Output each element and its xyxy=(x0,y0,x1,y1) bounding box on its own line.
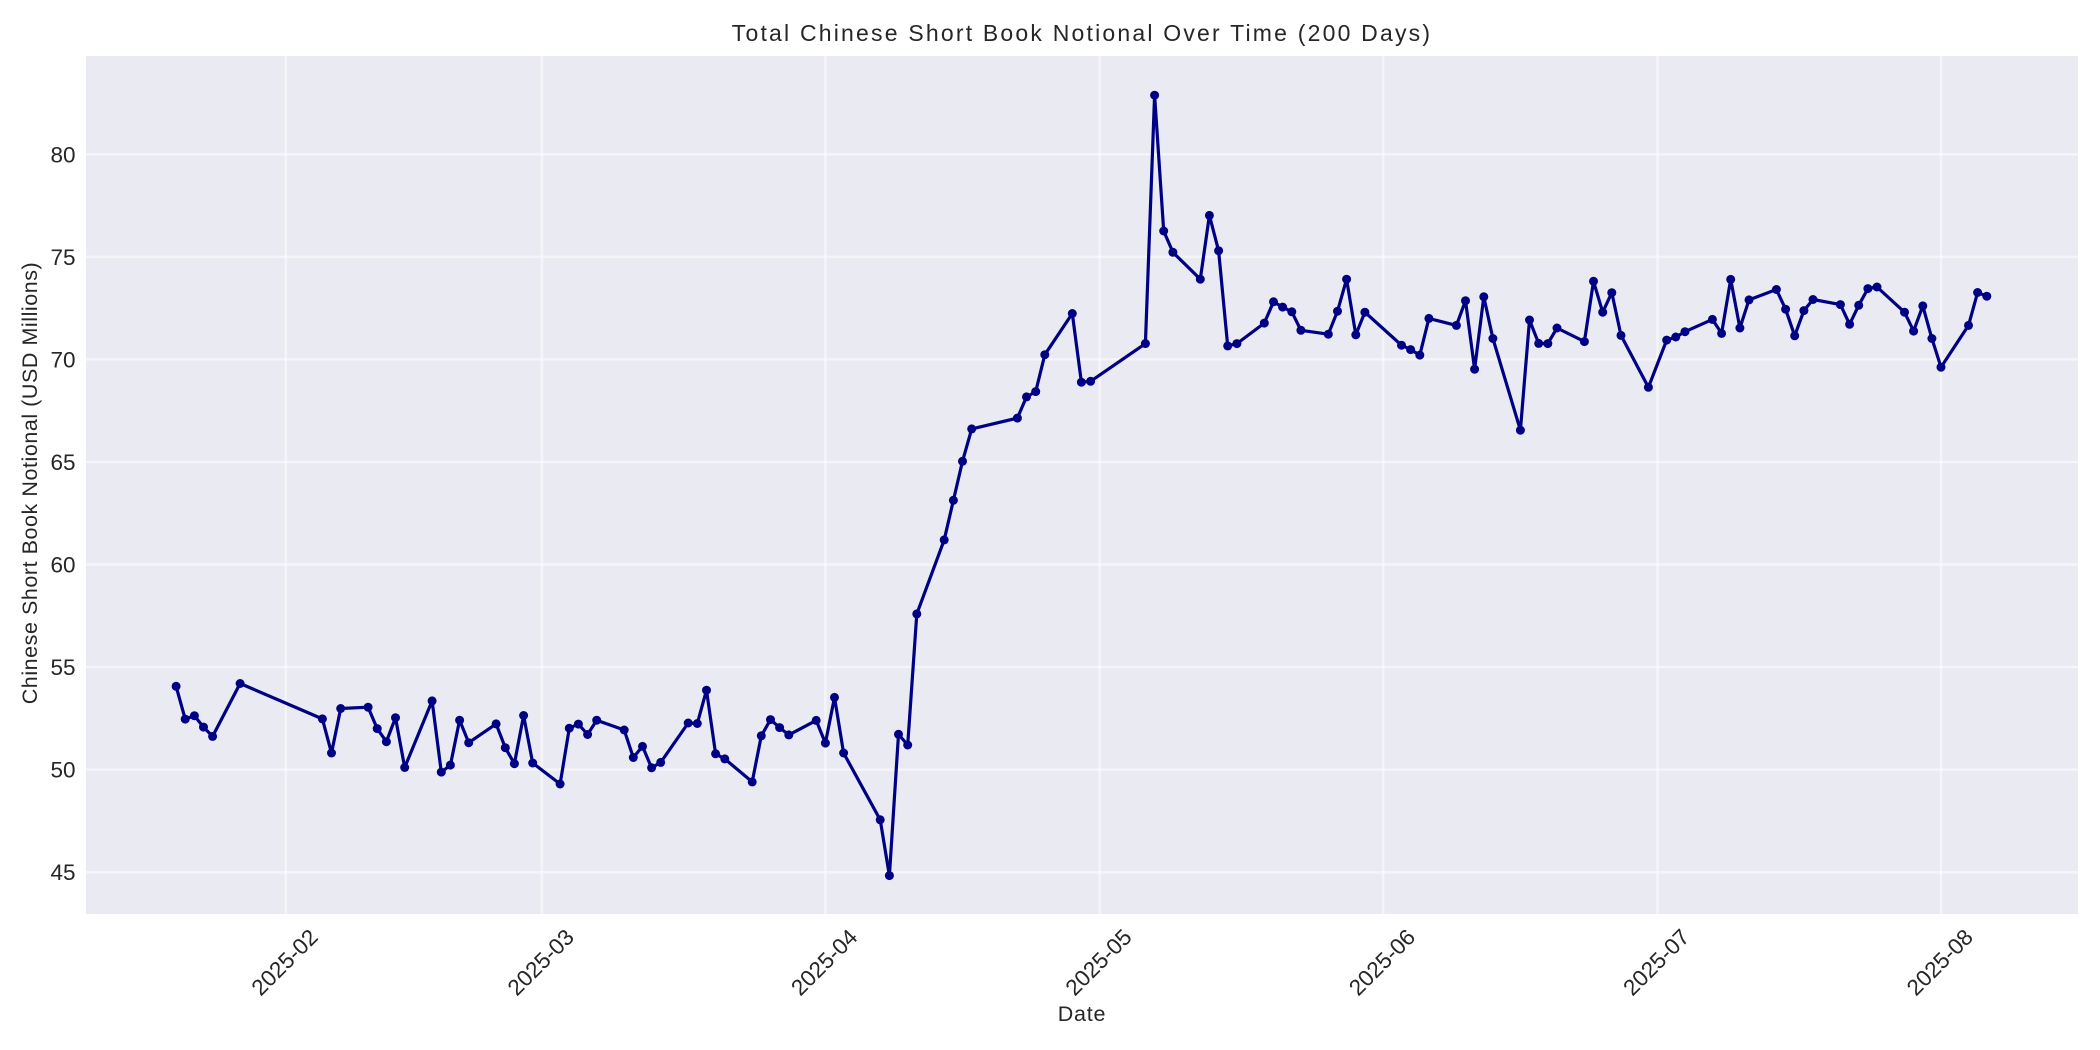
svg-text:Chinese Short Book Notional (U: Chinese Short Book Notional (USD Million… xyxy=(18,262,42,705)
svg-text:Total Chinese Short Book Notio: Total Chinese Short Book Notional Over T… xyxy=(732,20,1432,46)
svg-text:75: 75 xyxy=(50,245,75,270)
svg-text:50: 50 xyxy=(50,758,75,783)
svg-text:55: 55 xyxy=(50,655,75,680)
svg-text:60: 60 xyxy=(50,553,75,578)
svg-text:65: 65 xyxy=(50,450,75,475)
svg-text:80: 80 xyxy=(50,142,75,167)
svg-text:70: 70 xyxy=(50,347,75,372)
svg-text:Date: Date xyxy=(1058,1002,1107,1026)
svg-text:45: 45 xyxy=(50,860,75,885)
